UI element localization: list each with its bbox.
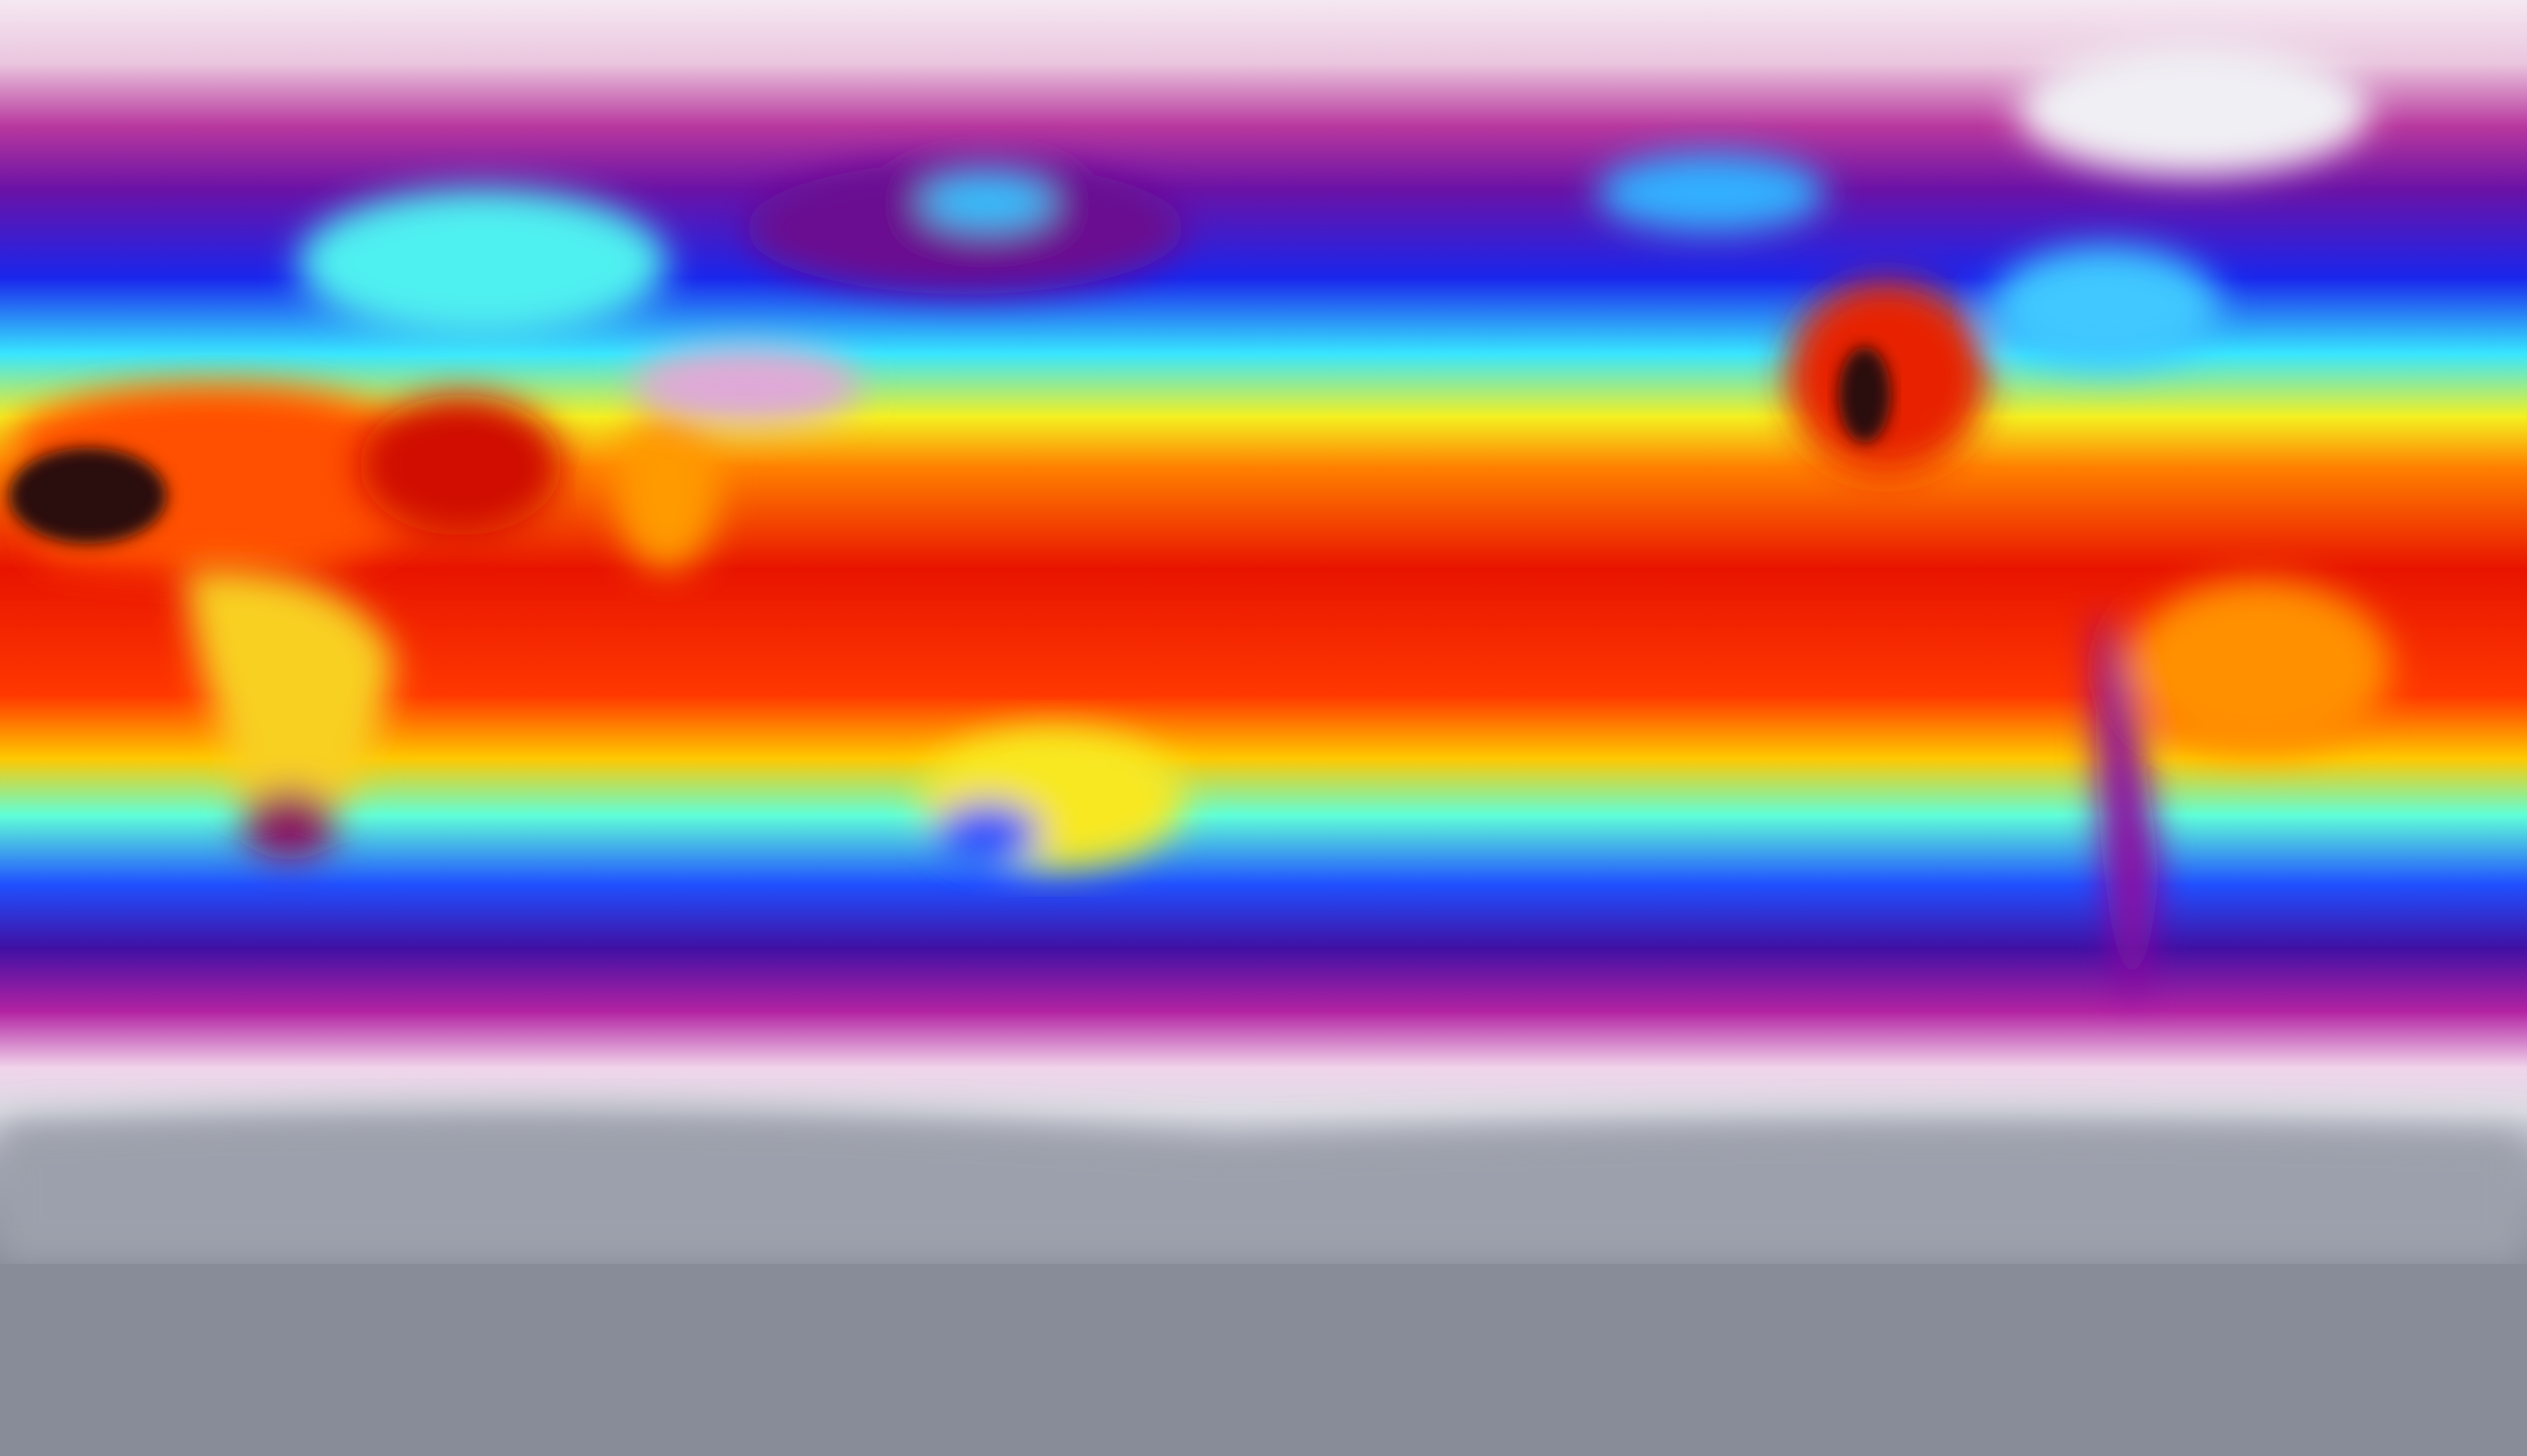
south-america	[2095, 579, 2391, 1009]
australia	[921, 728, 1185, 869]
eurasia-cold	[298, 162, 1185, 426]
antarctica	[0, 1109, 2527, 1264]
temperature-map	[0, 0, 2527, 1264]
southern-africa	[184, 570, 395, 860]
arabia-india	[359, 395, 720, 571]
north-america-hot-core	[1838, 346, 1891, 443]
